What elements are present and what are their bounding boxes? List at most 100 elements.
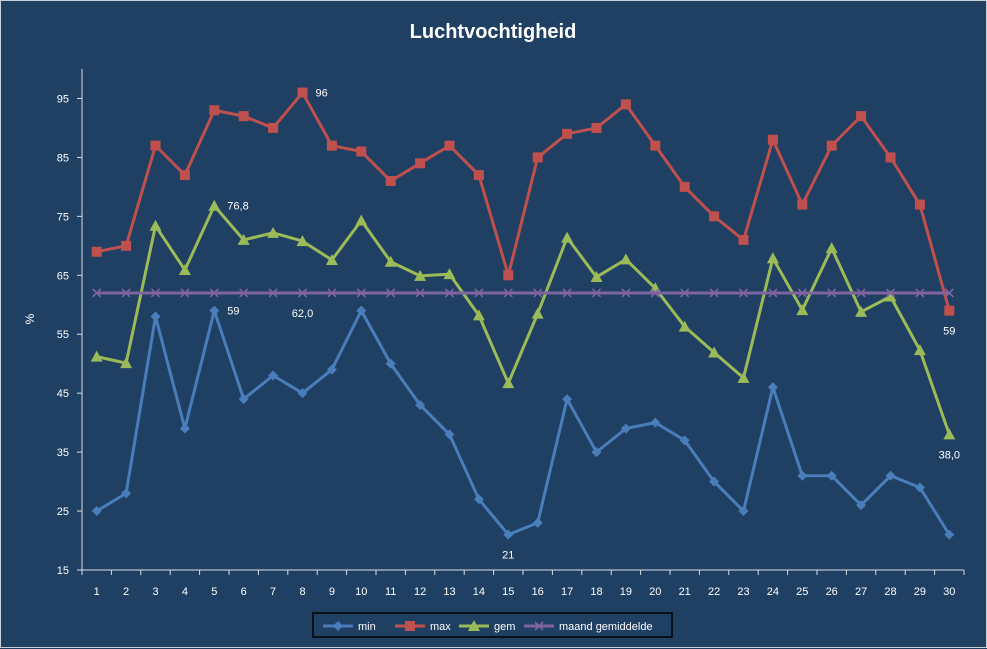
data-point bbox=[503, 288, 513, 298]
x-tick-label: 26 bbox=[826, 586, 838, 598]
data-point bbox=[915, 288, 925, 298]
data-point bbox=[562, 128, 573, 139]
series-maand-gemiddelde bbox=[92, 288, 954, 298]
data-point bbox=[797, 199, 808, 210]
data-point bbox=[297, 288, 308, 298]
data-point bbox=[267, 226, 280, 238]
x-tick-label: 15 bbox=[502, 586, 514, 598]
x-tick-label: 24 bbox=[767, 586, 779, 598]
data-point bbox=[356, 305, 367, 316]
data-point bbox=[679, 181, 690, 192]
data-point bbox=[944, 288, 954, 298]
x-tick-label: 25 bbox=[796, 586, 808, 598]
data-point bbox=[385, 358, 396, 369]
data-point bbox=[767, 382, 778, 393]
data-point bbox=[472, 309, 485, 321]
series-line bbox=[96, 204, 951, 435]
data-point bbox=[325, 253, 338, 265]
data-point bbox=[650, 417, 661, 428]
legend-label: min bbox=[358, 621, 376, 633]
data-point bbox=[179, 170, 190, 181]
chart-title: Luchtvochtigheid bbox=[410, 21, 577, 43]
data-point bbox=[386, 288, 396, 298]
data-labels: 96 76,8 59 62,0 59 38,0 21 bbox=[227, 88, 960, 562]
data-point bbox=[913, 344, 926, 356]
series-line bbox=[96, 91, 951, 312]
x-tick-label: 16 bbox=[532, 586, 544, 598]
data-point bbox=[650, 288, 660, 298]
data-point bbox=[943, 428, 956, 440]
data-point bbox=[532, 517, 543, 528]
data-point bbox=[356, 146, 367, 157]
y-tick-label: 75 bbox=[57, 211, 69, 223]
data-point bbox=[884, 290, 897, 302]
data-point bbox=[561, 231, 574, 243]
x-tick-label: 12 bbox=[414, 586, 426, 598]
data-point bbox=[268, 370, 279, 381]
data-point bbox=[209, 288, 219, 298]
data-point bbox=[796, 304, 809, 316]
data-point bbox=[591, 122, 602, 133]
data-point bbox=[738, 234, 749, 245]
data-point bbox=[826, 140, 837, 151]
data-point bbox=[885, 288, 896, 298]
data-label: 38,0 bbox=[939, 449, 960, 461]
data-point bbox=[591, 447, 602, 458]
data-point bbox=[855, 305, 868, 317]
y-tick-label: 15 bbox=[57, 565, 69, 577]
x-tick-label: 19 bbox=[620, 586, 632, 598]
x-tick-label: 23 bbox=[737, 586, 749, 598]
data-point bbox=[415, 158, 426, 169]
data-point bbox=[856, 288, 866, 298]
data-point bbox=[709, 211, 720, 222]
data-point bbox=[444, 429, 455, 440]
x-tick-label: 27 bbox=[855, 586, 867, 598]
x-tick-label: 3 bbox=[152, 586, 158, 598]
data-point bbox=[708, 346, 721, 358]
x-tick-label: 18 bbox=[590, 586, 602, 598]
data-point bbox=[914, 199, 925, 210]
y-axis-label: % bbox=[23, 313, 37, 324]
series-min bbox=[91, 305, 955, 540]
legend-label: max bbox=[430, 621, 451, 633]
data-point bbox=[533, 288, 543, 298]
data-point bbox=[825, 242, 838, 254]
data-point bbox=[121, 488, 132, 499]
data-label: 96 bbox=[316, 88, 328, 100]
data-point bbox=[209, 305, 220, 316]
y-tick-label: 85 bbox=[57, 152, 69, 164]
series-line bbox=[95, 309, 951, 537]
data-point bbox=[209, 105, 220, 116]
data-point bbox=[296, 235, 309, 247]
data-label: 21 bbox=[502, 550, 514, 562]
data-label: 59 bbox=[943, 326, 955, 338]
data-point bbox=[179, 423, 190, 434]
legend-label: maand gemiddelde bbox=[559, 621, 653, 633]
data-point bbox=[415, 399, 426, 410]
y-tick-label: 25 bbox=[57, 506, 69, 518]
x-tick-label: 13 bbox=[443, 586, 455, 598]
y-tick-label: 65 bbox=[57, 270, 69, 282]
x-tick-label: 21 bbox=[679, 586, 691, 598]
data-point bbox=[738, 288, 749, 298]
data-point bbox=[149, 219, 162, 231]
data-point bbox=[620, 99, 631, 110]
y-tick-label: 35 bbox=[57, 447, 69, 459]
data-point bbox=[268, 122, 279, 133]
data-point bbox=[944, 305, 955, 316]
data-point bbox=[239, 288, 249, 298]
data-point bbox=[531, 307, 544, 319]
data-point bbox=[356, 288, 366, 298]
data-point bbox=[532, 152, 543, 163]
data-point bbox=[355, 214, 368, 226]
legend-swatch-marker bbox=[534, 621, 544, 631]
x-tick-label: 17 bbox=[561, 586, 573, 598]
x-tick-label: 4 bbox=[182, 586, 188, 598]
data-point bbox=[238, 394, 249, 405]
data-point bbox=[856, 111, 867, 122]
x-tick-label: 20 bbox=[649, 586, 661, 598]
data-point bbox=[619, 253, 632, 265]
